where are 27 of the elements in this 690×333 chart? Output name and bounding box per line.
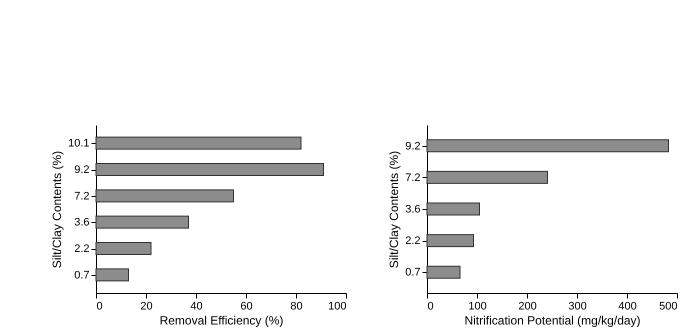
x-tick-label: 100: [468, 300, 487, 312]
x-tick-label: 300: [568, 300, 587, 312]
x-tick-label: 400: [618, 300, 637, 312]
y-tick-label: 9.2: [405, 140, 420, 152]
y-tick-label: 3.6: [405, 204, 420, 216]
x-tick-label: 60: [240, 300, 253, 312]
y-axis-title: Silt/Clay Contents (%): [50, 150, 64, 268]
y-tick-label: 7.2: [74, 190, 90, 202]
x-tick-label: 0: [96, 300, 103, 312]
y-tick-label: 10.1: [68, 138, 90, 150]
x-axis-title: Removal Efficiency (%): [160, 314, 284, 328]
y-tick-label: 9.2: [74, 164, 90, 176]
x-tick-label: 500: [659, 300, 678, 312]
y-tick-label: 0.7: [405, 266, 420, 279]
x-tick-label: 100: [328, 300, 346, 312]
x-tick-label: 80: [290, 300, 303, 312]
x-axis-title: Nitrification Potential (mg/kg/day): [464, 314, 641, 328]
x-tick-label: 40: [190, 300, 203, 312]
y-tick-label: 2.2: [405, 235, 420, 248]
x-tick-label: 20: [140, 300, 153, 312]
y-axis-title: Silt/Clay Contents (%): [387, 150, 402, 268]
x-tick-label: 200: [518, 300, 537, 312]
y-tick-label: 2.2: [74, 243, 90, 255]
y-tick-label: 0.7: [74, 269, 90, 282]
x-tick-label: 0: [428, 300, 434, 312]
y-tick-label: 3.6: [74, 216, 90, 229]
y-tick-label: 7.2: [405, 172, 420, 184]
